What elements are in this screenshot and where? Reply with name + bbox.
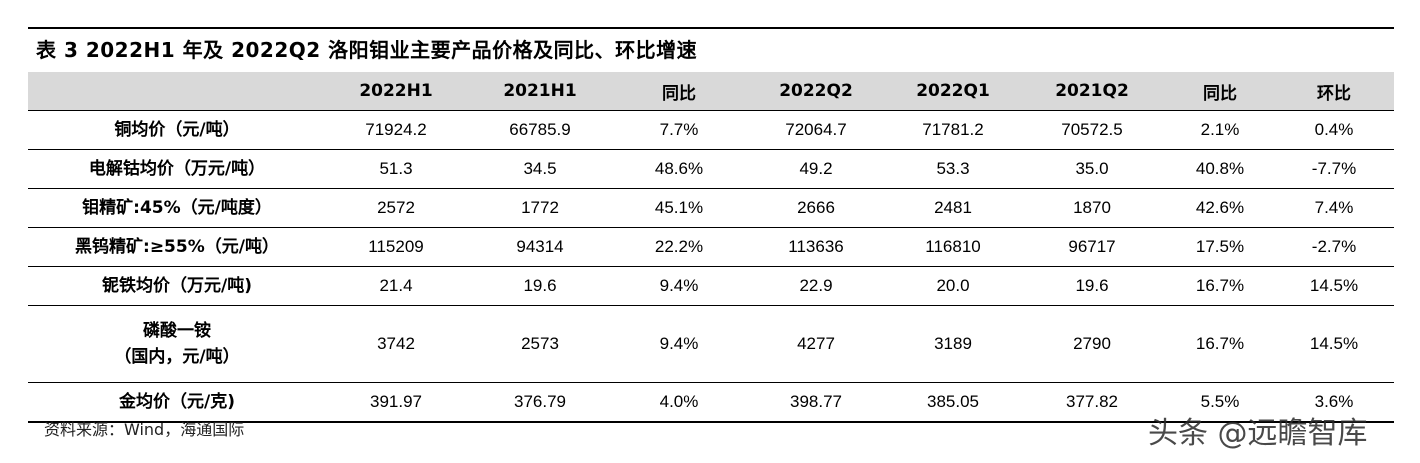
table-cell: 115209 xyxy=(326,227,466,267)
table-cell: 96717 xyxy=(1018,227,1166,267)
table-row: 钼精矿:45%（元/吨度） 2572 1772 45.1% 2666 2481 … xyxy=(28,188,1394,228)
table-cell: 40.8% xyxy=(1166,149,1274,189)
table-cell: 2666 xyxy=(744,188,888,228)
header-cell-2021q2: 2021Q2 xyxy=(1018,72,1166,111)
row-label: 黑钨精矿:≥55%（元/吨） xyxy=(28,227,326,267)
row-label: 铜均价（元/吨） xyxy=(28,110,326,150)
table-cell: 94314 xyxy=(466,227,614,267)
table-row: 黑钨精矿:≥55%（元/吨） 115209 94314 22.2% 113636… xyxy=(28,227,1394,267)
table-cell: 45.1% xyxy=(614,188,744,228)
header-cell-2022q2: 2022Q2 xyxy=(744,72,888,111)
table-cell: -2.7% xyxy=(1274,227,1394,267)
row-label: 电解钴均价（万元/吨） xyxy=(28,149,326,189)
table-cell: 385.05 xyxy=(888,382,1018,423)
table-cell: 3742 xyxy=(326,305,466,383)
table-cell: 53.3 xyxy=(888,149,1018,189)
table-cell: 2572 xyxy=(326,188,466,228)
row-label-line2: （国内，元/吨） xyxy=(114,347,240,367)
table-cell: 51.3 xyxy=(326,149,466,189)
table-cell: 14.5% xyxy=(1274,266,1394,306)
table-cell: 391.97 xyxy=(326,382,466,423)
table-cell: 16.7% xyxy=(1166,266,1274,306)
table-cell: 35.0 xyxy=(1018,149,1166,189)
table-cell: 9.4% xyxy=(614,305,744,383)
row-label: 磷酸一铵 （国内，元/吨） xyxy=(28,305,326,383)
table-cell: 116810 xyxy=(888,227,1018,267)
table-cell: 14.5% xyxy=(1274,305,1394,383)
table-cell: 1772 xyxy=(466,188,614,228)
table-cell: 7.4% xyxy=(1274,188,1394,228)
table-cell: 21.4 xyxy=(326,266,466,306)
table-row: 金均价（元/克) 391.97 376.79 4.0% 398.77 385.0… xyxy=(28,382,1394,423)
table-cell: 7.7% xyxy=(614,110,744,150)
row-label: 钼精矿:45%（元/吨度） xyxy=(28,188,326,228)
header-cell-blank xyxy=(28,72,326,111)
table-row: 铌铁均价（万元/吨) 21.4 19.6 9.4% 22.9 20.0 19.6… xyxy=(28,266,1394,306)
table-cell: 19.6 xyxy=(1018,266,1166,306)
table-cell: 9.4% xyxy=(614,266,744,306)
header-cell-qoq: 环比 xyxy=(1274,72,1394,111)
table-cell: 4277 xyxy=(744,305,888,383)
table-cell: 3189 xyxy=(888,305,1018,383)
table-cell: 19.6 xyxy=(466,266,614,306)
table-cell: 3.6% xyxy=(1274,382,1394,423)
table-cell: 16.7% xyxy=(1166,305,1274,383)
table-cell: 72064.7 xyxy=(744,110,888,150)
table-cell: 66785.9 xyxy=(466,110,614,150)
table-cell: 0.4% xyxy=(1274,110,1394,150)
table-cell: 20.0 xyxy=(888,266,1018,306)
table-cell: 70572.5 xyxy=(1018,110,1166,150)
row-label-line1: 磷酸一铵 xyxy=(143,321,211,341)
table-cell: 22.9 xyxy=(744,266,888,306)
table-row: 电解钴均价（万元/吨） 51.3 34.5 48.6% 49.2 53.3 35… xyxy=(28,149,1394,189)
header-cell-yoy-q2: 同比 xyxy=(1166,72,1274,111)
table-cell: 377.82 xyxy=(1018,382,1166,423)
table-cell: 376.79 xyxy=(466,382,614,423)
table-cell: 4.0% xyxy=(614,382,744,423)
header-cell-2022h1: 2022H1 xyxy=(326,72,466,111)
table-cell: 17.5% xyxy=(1166,227,1274,267)
table-row: 磷酸一铵 （国内，元/吨） 3742 2573 9.4% 4277 3189 2… xyxy=(28,305,1394,383)
table-cell: 71781.2 xyxy=(888,110,1018,150)
table-cell: 2481 xyxy=(888,188,1018,228)
table-cell: 2790 xyxy=(1018,305,1166,383)
row-label: 铌铁均价（万元/吨) xyxy=(28,266,326,306)
table-title: 表 3 2022H1 年及 2022Q2 洛阳钼业主要产品价格及同比、环比增速 xyxy=(36,38,698,62)
table-cell: 71924.2 xyxy=(326,110,466,150)
table-cell: 398.77 xyxy=(744,382,888,423)
source-note: 资料来源：Wind，海通国际 xyxy=(44,420,245,439)
header-cell-2022q1: 2022Q1 xyxy=(888,72,1018,111)
table-cell: -7.7% xyxy=(1274,149,1394,189)
table-cell: 34.5 xyxy=(466,149,614,189)
table-cell: 49.2 xyxy=(744,149,888,189)
table-row: 铜均价（元/吨） 71924.2 66785.9 7.7% 72064.7 71… xyxy=(28,110,1394,150)
table-cell: 1870 xyxy=(1018,188,1166,228)
table-cell: 48.6% xyxy=(614,149,744,189)
top-rule xyxy=(28,27,1394,29)
table-cell: 42.6% xyxy=(1166,188,1274,228)
table-cell: 113636 xyxy=(744,227,888,267)
table-cell: 2.1% xyxy=(1166,110,1274,150)
header-row: 2022H1 2021H1 同比 2022Q2 2022Q1 2021Q2 同比… xyxy=(28,72,1394,111)
table-cell: 2573 xyxy=(466,305,614,383)
table-cell: 5.5% xyxy=(1166,382,1274,423)
header-cell-2021h1: 2021H1 xyxy=(466,72,614,111)
table-cell: 22.2% xyxy=(614,227,744,267)
row-label: 金均价（元/克) xyxy=(28,382,326,423)
header-cell-yoy-h1: 同比 xyxy=(614,72,744,111)
price-table: 2022H1 2021H1 同比 2022Q2 2022Q1 2021Q2 同比… xyxy=(28,72,1394,423)
watermark: 头条 @远瞻智库 xyxy=(1148,416,1368,451)
